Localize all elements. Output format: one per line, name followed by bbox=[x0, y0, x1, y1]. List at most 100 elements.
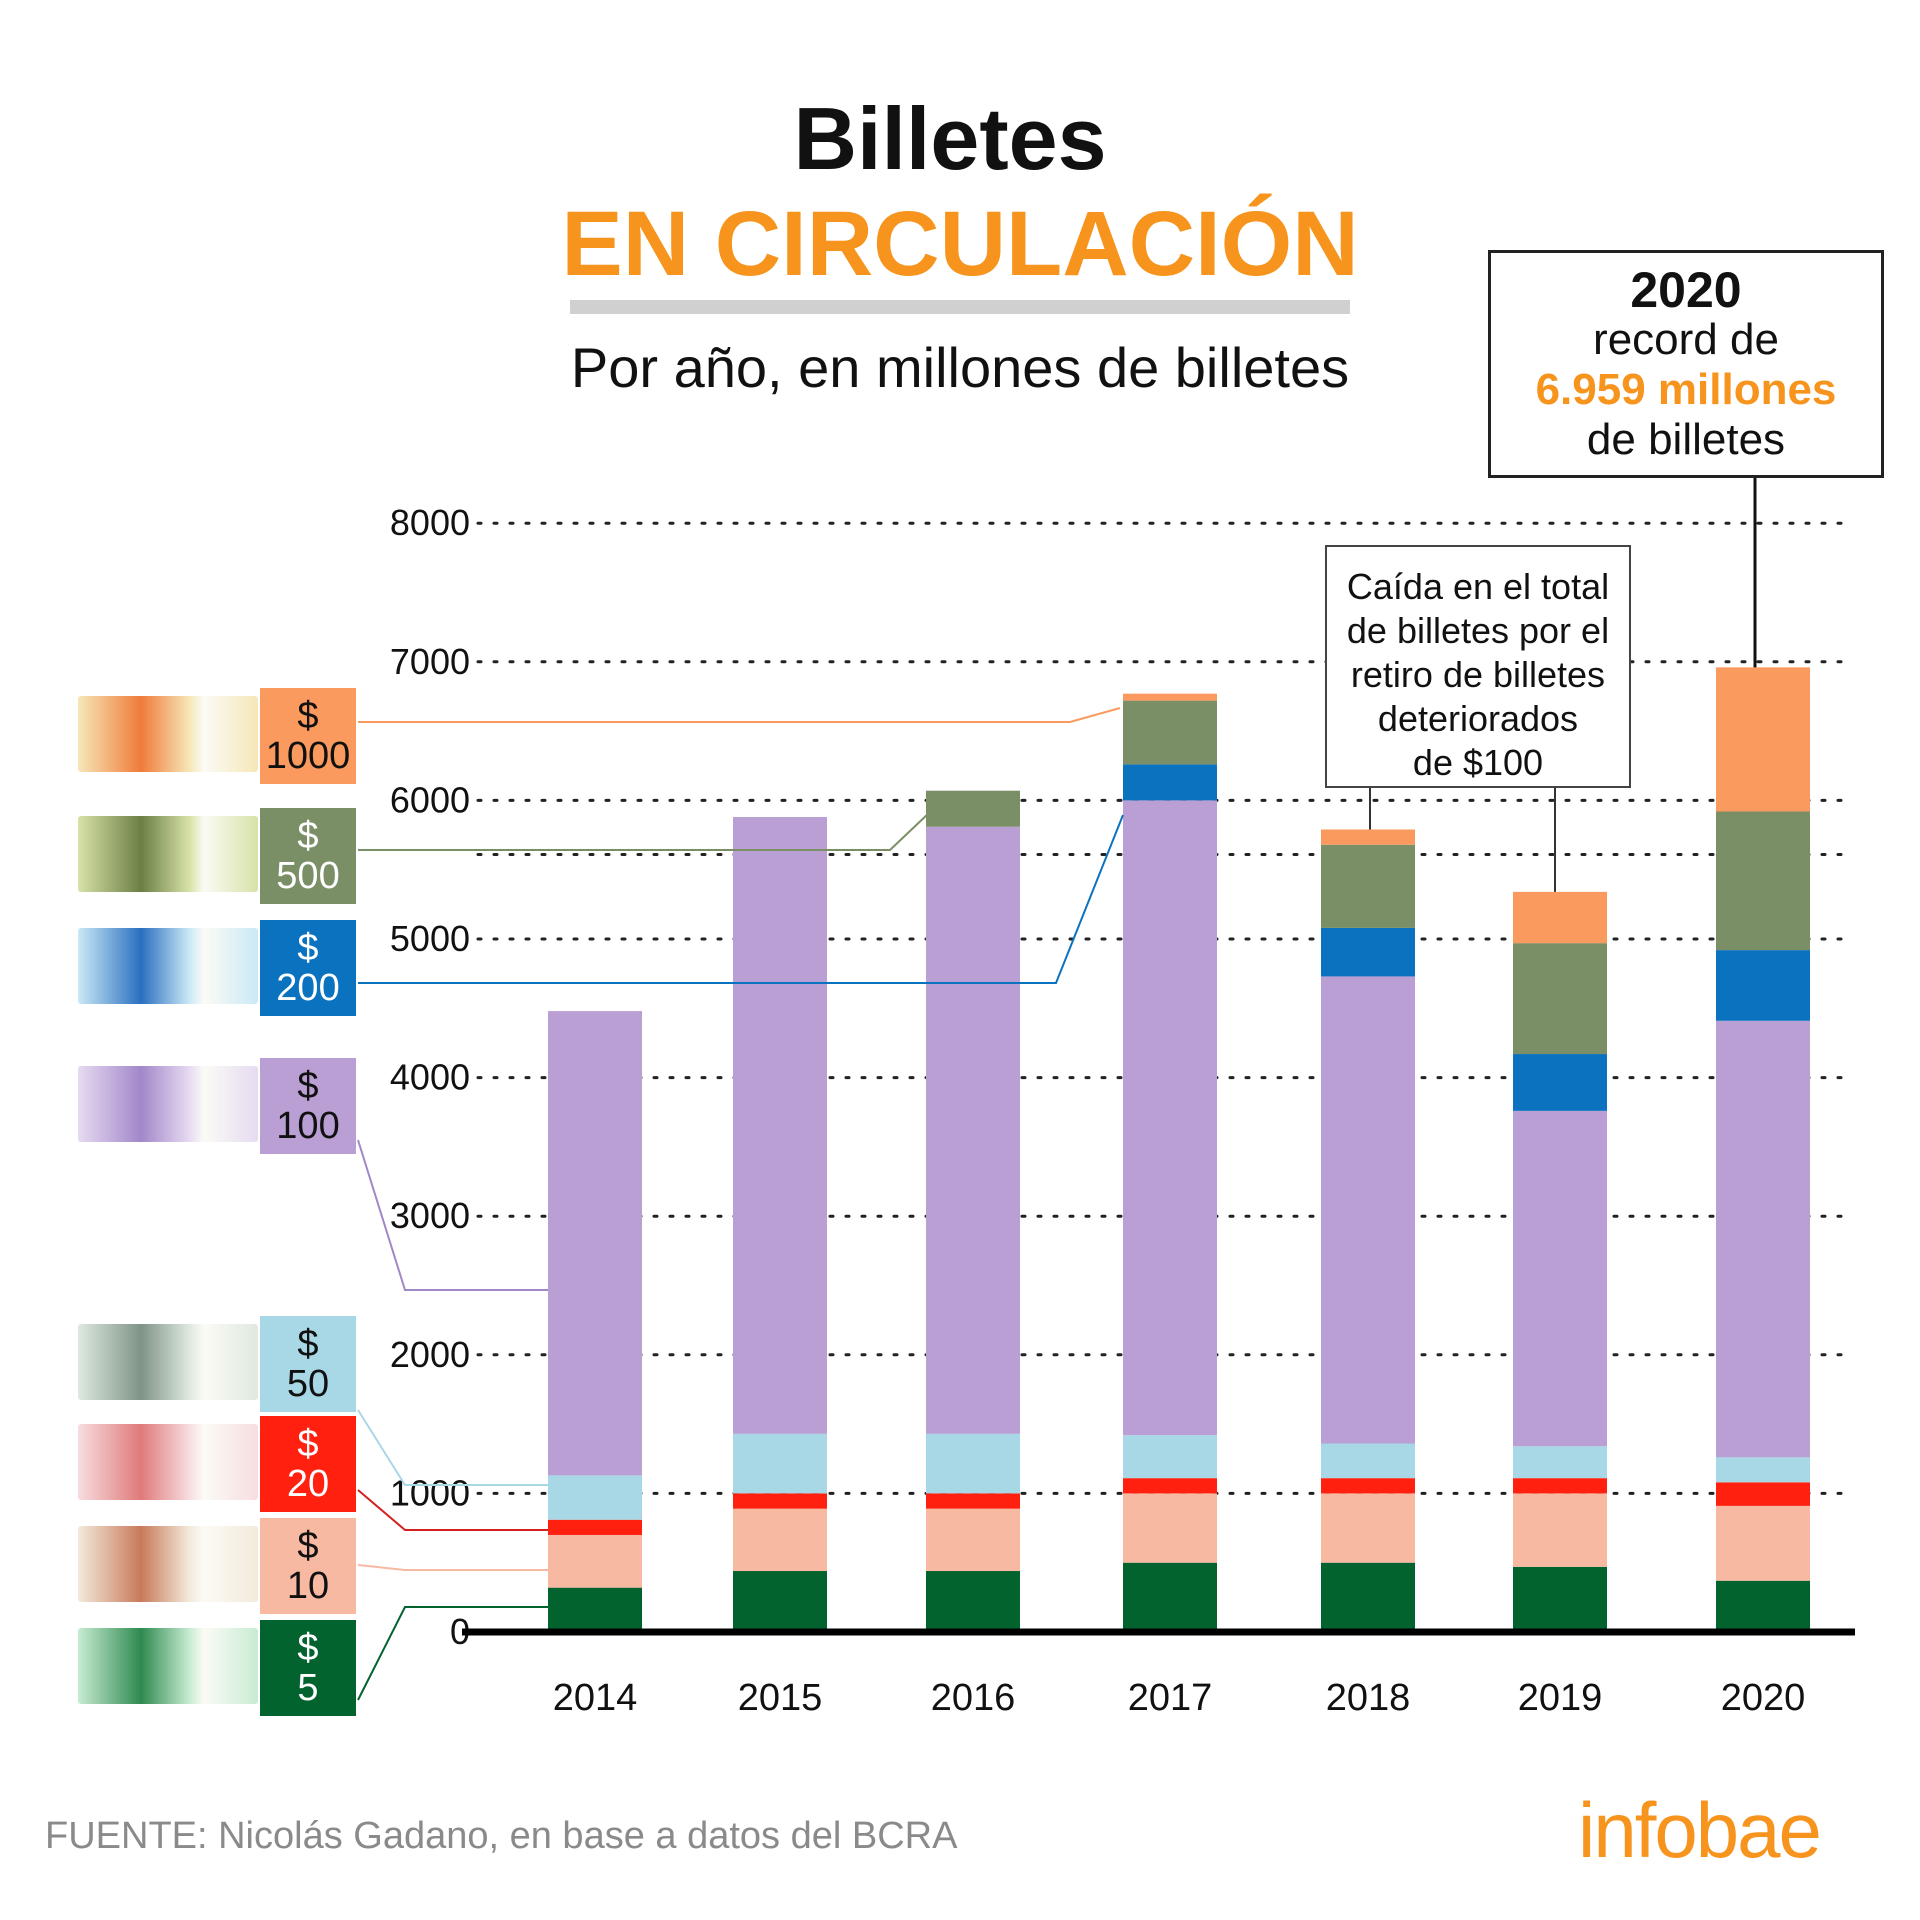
bar-segment-1000-2018 bbox=[1321, 829, 1415, 845]
legend-leader-line bbox=[358, 811, 931, 851]
x-tick-label: 2018 bbox=[1326, 1677, 1411, 1719]
legend-leader-line bbox=[358, 814, 1124, 984]
record-value: 6.959 millones bbox=[1535, 365, 1837, 414]
x-tick-label: 2016 bbox=[931, 1677, 1016, 1719]
infobae-logo: infobae bbox=[1578, 1786, 1822, 1874]
bar-segment-100-2019 bbox=[1513, 1110, 1607, 1447]
bar-segment-5-2020 bbox=[1716, 1580, 1810, 1632]
banknote-image bbox=[78, 1324, 258, 1400]
legend-item-100: $100 bbox=[78, 1058, 358, 1154]
legend-swatch: $100 bbox=[260, 1058, 356, 1154]
legend-item-10: $10 bbox=[78, 1518, 358, 1614]
currency-symbol: $ bbox=[297, 1423, 319, 1465]
bar-segment-10-2017 bbox=[1123, 1493, 1217, 1563]
legend-label: 200 bbox=[276, 967, 340, 1009]
bar-segment-20-2015 bbox=[733, 1493, 827, 1509]
legend-swatch: $20 bbox=[260, 1416, 356, 1512]
bar-segment-50-2016 bbox=[926, 1433, 1020, 1494]
bar-segment-5-2016 bbox=[926, 1571, 1020, 1632]
bar-segment-500-2018 bbox=[1321, 844, 1415, 928]
bar-segment-100-2015 bbox=[733, 817, 827, 1434]
bar-segment-5-2015 bbox=[733, 1571, 827, 1632]
bar-segment-10-2020 bbox=[1716, 1505, 1810, 1581]
legend-swatch: $1000 bbox=[260, 688, 356, 784]
legend-label: 50 bbox=[286, 1363, 330, 1405]
legend-label: 100 bbox=[276, 1105, 340, 1147]
x-tick-label: 2017 bbox=[1128, 1677, 1213, 1719]
currency-symbol: $ bbox=[297, 927, 319, 969]
legend-leader-line bbox=[357, 1564, 548, 1571]
x-tick-label: 2020 bbox=[1721, 1677, 1806, 1719]
bar-segment-50-2014 bbox=[548, 1475, 642, 1520]
legend-swatch: $50 bbox=[260, 1316, 356, 1412]
drop-note-line: de $100 bbox=[1412, 742, 1544, 783]
bar-segment-5-2019 bbox=[1513, 1566, 1607, 1632]
banknote-image bbox=[78, 928, 258, 1004]
bar-segment-10-2014 bbox=[548, 1534, 642, 1588]
legend-leader-line bbox=[357, 1489, 548, 1531]
bar-segment-10-2015 bbox=[733, 1508, 827, 1572]
bar-segment-50-2017 bbox=[1123, 1435, 1217, 1479]
currency-symbol: $ bbox=[297, 1323, 319, 1365]
legend-leader-line bbox=[357, 1139, 548, 1291]
y-tick-label: 8000 bbox=[390, 502, 470, 543]
title-underline bbox=[570, 300, 1350, 314]
banknote-image bbox=[78, 1424, 258, 1500]
bar-segment-5-2014 bbox=[548, 1587, 642, 1632]
bar-segment-500-2017 bbox=[1123, 700, 1217, 765]
bar-segment-50-2019 bbox=[1513, 1446, 1607, 1479]
title-line2: EN CIRCULACIÓN bbox=[561, 193, 1359, 295]
y-tick-label: 6000 bbox=[390, 779, 470, 820]
banknote-image bbox=[78, 1628, 258, 1704]
currency-symbol: $ bbox=[297, 695, 319, 737]
y-tick-label: 3000 bbox=[390, 1195, 470, 1236]
legend-label: 10 bbox=[286, 1565, 330, 1607]
currency-symbol: $ bbox=[297, 1065, 319, 1107]
y-tick-label: 5000 bbox=[390, 918, 470, 959]
banknote-image bbox=[78, 696, 258, 772]
legend-item-1000: $1000 bbox=[78, 688, 358, 784]
y-tick-label: 0 bbox=[450, 1611, 470, 1652]
legend-item-5: $5 bbox=[78, 1620, 358, 1716]
legend-item-200: $200 bbox=[78, 920, 358, 1016]
bar-segment-100-2020 bbox=[1716, 1020, 1810, 1458]
title-line1: Billetes bbox=[793, 89, 1107, 188]
y-tick-label: 4000 bbox=[390, 1057, 470, 1098]
record-line4: de billetes bbox=[1586, 415, 1786, 464]
drop-annotation: Caída en el total de billetes por el ret… bbox=[1325, 545, 1631, 788]
subtitle: Por año, en millones de billetes bbox=[570, 336, 1350, 399]
banknote-image bbox=[78, 816, 258, 892]
bar-segment-1000-2019 bbox=[1513, 891, 1607, 944]
bar-segment-1000-2017 bbox=[1123, 693, 1217, 701]
record-year: 2020 bbox=[1630, 262, 1742, 318]
bar-segment-5-2017 bbox=[1123, 1562, 1217, 1632]
currency-symbol: $ bbox=[297, 1525, 319, 1567]
x-tick-label: 2015 bbox=[738, 1677, 823, 1719]
bar-segment-50-2020 bbox=[1716, 1457, 1810, 1483]
drop-note-line: Caída en el total bbox=[1346, 566, 1610, 607]
bar-segment-5-2018 bbox=[1321, 1562, 1415, 1632]
bar-segment-20-2016 bbox=[926, 1493, 1020, 1509]
legend-item-20: $20 bbox=[78, 1416, 358, 1512]
bar-segment-200-2018 bbox=[1321, 927, 1415, 977]
x-tick-label: 2019 bbox=[1518, 1677, 1603, 1719]
legend-swatch: $200 bbox=[260, 920, 356, 1016]
legend-label: 20 bbox=[286, 1463, 330, 1505]
drop-note-line: retiro de billetes bbox=[1350, 654, 1606, 695]
bar-segment-100-2014 bbox=[548, 1011, 642, 1476]
source-note: FUENTE: Nicolás Gadano, en base a datos … bbox=[45, 1815, 958, 1857]
banknote-image bbox=[78, 1526, 258, 1602]
legend-leader-line bbox=[357, 1606, 548, 1701]
legend-swatch: $5 bbox=[260, 1620, 356, 1716]
bar-segment-100-2016 bbox=[926, 826, 1020, 1434]
legend-label: 1000 bbox=[265, 735, 351, 777]
legend-swatch: $10 bbox=[260, 1518, 356, 1614]
legend-leader-line bbox=[357, 1409, 548, 1486]
bar-segment-20-2018 bbox=[1321, 1478, 1415, 1494]
bar-segment-500-2020 bbox=[1716, 811, 1810, 951]
bar-segment-200-2020 bbox=[1716, 950, 1810, 1021]
bar-segment-50-2015 bbox=[733, 1433, 827, 1494]
banknote-image bbox=[78, 1066, 258, 1142]
bar-segment-10-2018 bbox=[1321, 1493, 1415, 1563]
bar-segment-10-2016 bbox=[926, 1508, 1020, 1572]
